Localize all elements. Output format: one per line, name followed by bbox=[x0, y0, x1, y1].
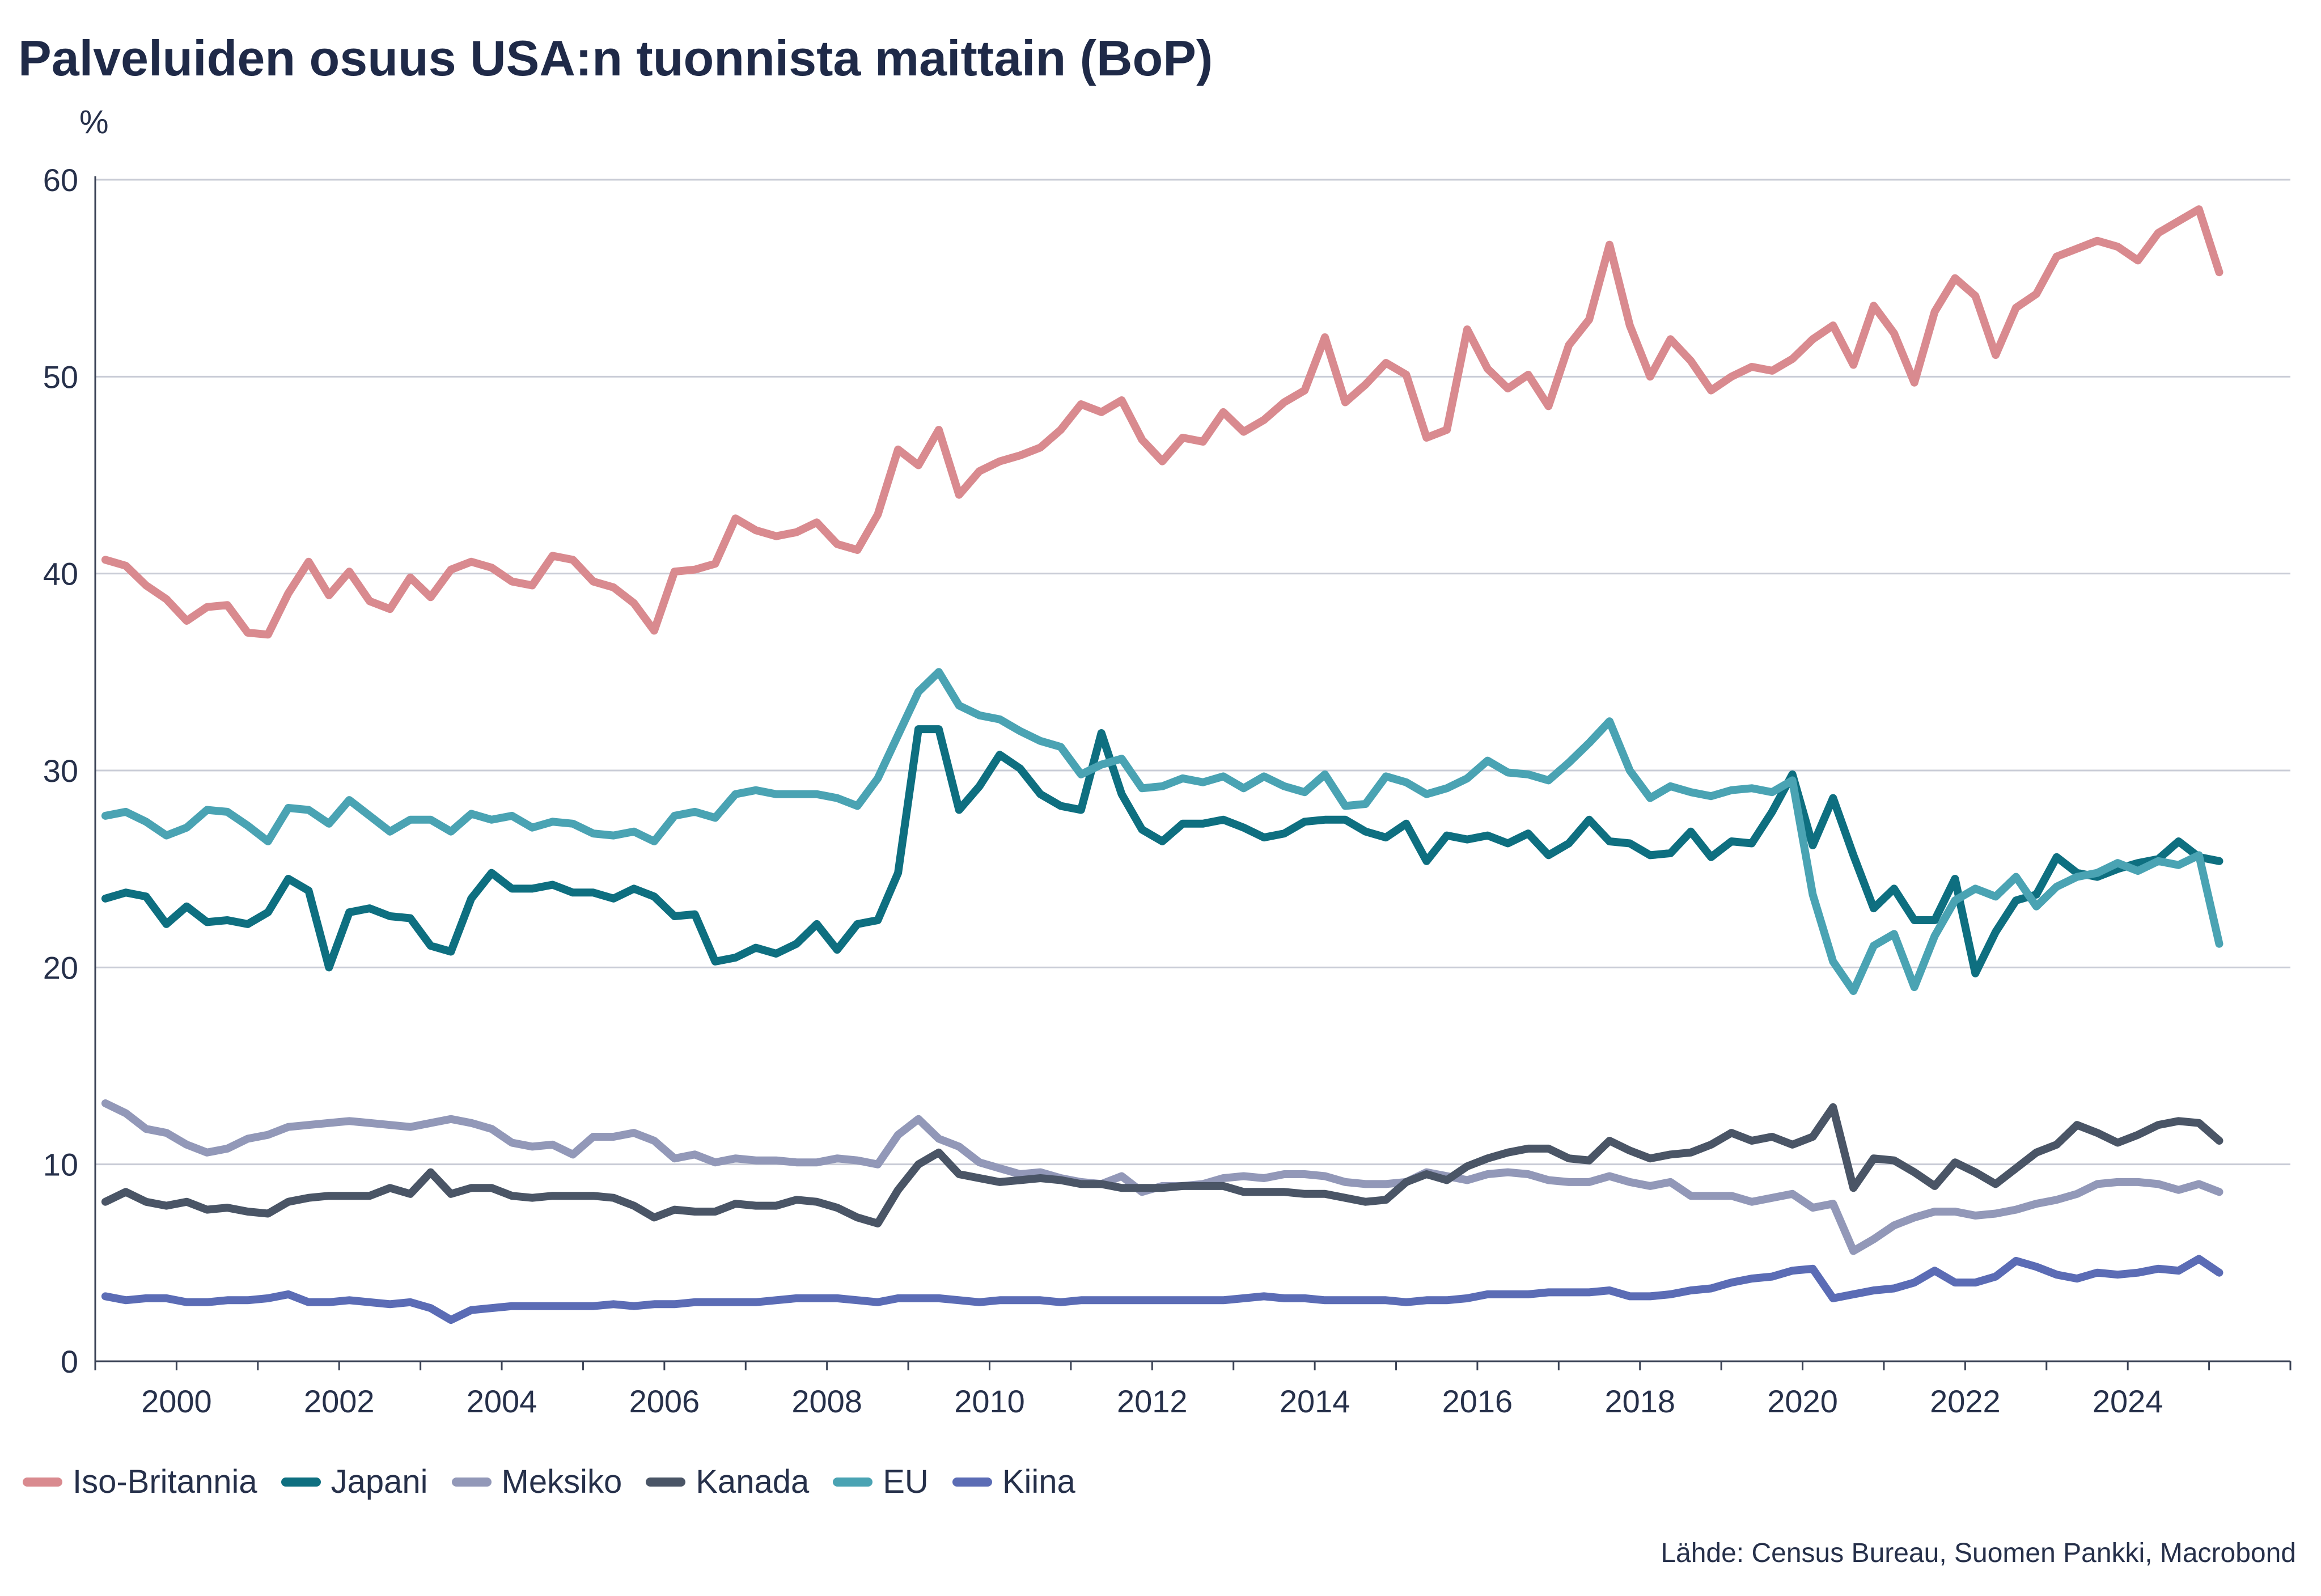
legend-label: Meksiko bbox=[501, 1463, 622, 1500]
y-tick-label: 10 bbox=[43, 1147, 78, 1183]
legend-label: Kiina bbox=[1002, 1463, 1075, 1500]
legend: Iso-Britannia Japani Meksiko Kanada EU Kiina bbox=[23, 1463, 1099, 1501]
x-tick-label: 2016 bbox=[1442, 1383, 1513, 1419]
legend-item: Iso-Britannia bbox=[23, 1463, 257, 1501]
y-tick-label: 20 bbox=[43, 950, 78, 985]
legend-label: Kanada bbox=[696, 1463, 810, 1500]
y-tick-label: 60 bbox=[43, 162, 78, 198]
legend-item: EU bbox=[833, 1463, 929, 1501]
y-axis-unit-label: % bbox=[79, 104, 109, 141]
legend-swatch bbox=[833, 1477, 873, 1487]
legend-label: Iso-Britannia bbox=[73, 1463, 257, 1500]
legend-swatch bbox=[281, 1477, 321, 1487]
series-line-iso-britannia bbox=[101, 205, 2223, 639]
series-line-japani bbox=[101, 725, 2223, 977]
x-tick-label: 2012 bbox=[1117, 1383, 1188, 1419]
chart-title: Palveluiden osuus USA:n tuonnista maitta… bbox=[18, 30, 1213, 86]
x-tick-label: 2006 bbox=[629, 1383, 700, 1419]
series-line-eu bbox=[101, 668, 2223, 995]
x-tick-label: 2002 bbox=[304, 1383, 375, 1419]
y-tick-label: 40 bbox=[43, 556, 78, 592]
axes: 0 10 20 30 40 50 60 2000 2002 2004 2006 2008 2010 201… bbox=[43, 162, 2292, 1419]
legend-item: Kanada bbox=[646, 1463, 809, 1501]
legend-item: Kiina bbox=[952, 1463, 1075, 1501]
x-tick-label: 2008 bbox=[791, 1383, 862, 1419]
grid-lines bbox=[95, 179, 2290, 1166]
legend-swatch bbox=[952, 1477, 992, 1487]
legend-swatch bbox=[23, 1477, 62, 1487]
x-tick-label: 2020 bbox=[1767, 1383, 1838, 1419]
y-tick-label: 0 bbox=[61, 1344, 78, 1379]
x-tick-label: 2010 bbox=[954, 1383, 1025, 1419]
y-tick-label: 50 bbox=[43, 359, 78, 395]
series-line-kiina bbox=[101, 1255, 2223, 1324]
series-line-kanada bbox=[101, 1103, 2223, 1227]
legend-item: Japani bbox=[281, 1463, 428, 1501]
x-tick-label: 2000 bbox=[141, 1383, 212, 1419]
legend-swatch bbox=[451, 1477, 492, 1487]
legend-label: EU bbox=[883, 1463, 929, 1500]
legend-swatch bbox=[646, 1477, 686, 1487]
series-lines bbox=[101, 205, 2223, 1324]
x-tick-label: 2014 bbox=[1280, 1383, 1350, 1419]
x-tick-label: 2004 bbox=[467, 1383, 537, 1419]
y-tick-label: 30 bbox=[43, 753, 78, 789]
source-note: Lähde: Census Bureau, Suomen Pankki, Mac… bbox=[1661, 1538, 2296, 1568]
x-tick-label: 2022 bbox=[1930, 1383, 2001, 1419]
legend-label: Japani bbox=[331, 1463, 428, 1500]
legend-item: Meksiko bbox=[451, 1463, 622, 1501]
x-tick-label: 2024 bbox=[2093, 1383, 2163, 1419]
x-tick-label: 2018 bbox=[1604, 1383, 1675, 1419]
